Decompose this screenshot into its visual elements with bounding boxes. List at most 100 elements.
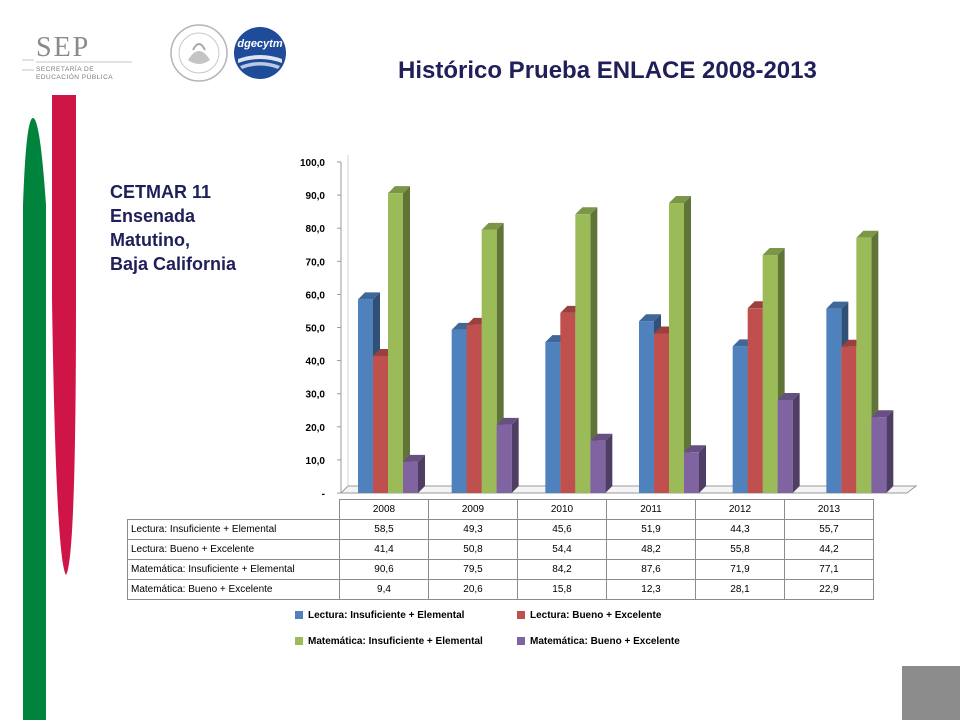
school-info: CETMAR 11 Ensenada Matutino, Baja Califo…: [110, 180, 270, 276]
table-cell: 90,6: [339, 559, 429, 580]
table-header-cell: 2010: [517, 499, 607, 520]
bar: [747, 308, 763, 493]
table-row-label: Matemática: Bueno + Excelente: [127, 579, 340, 600]
corner-block: [902, 666, 960, 720]
legend-item: Lectura: Insuficiente + Elemental: [295, 610, 464, 621]
chart-title: Histórico Prueba ENLACE 2008-2013: [398, 57, 817, 84]
bar: [560, 312, 576, 493]
bar: [856, 237, 872, 493]
table-header-cell: 2013: [784, 499, 874, 520]
mexico-seal-icon: [170, 24, 228, 82]
table-cell: 45,6: [517, 519, 607, 540]
bar-side: [418, 454, 425, 493]
sep-lines: [22, 59, 132, 71]
table-cell: 58,5: [339, 519, 429, 540]
bar-top: [590, 433, 613, 441]
dgecytm-logo-icon: [234, 27, 286, 79]
table-cell: 44,2: [784, 539, 874, 560]
bar-side: [684, 196, 691, 493]
table-cell: 79,5: [428, 559, 518, 580]
y-tick-label: 80,0: [306, 224, 326, 235]
y-tick-label: 90,0: [306, 191, 326, 202]
school-line-2: Ensenada: [110, 206, 196, 226]
bar-top: [496, 417, 519, 425]
legend-label: Matemática: Bueno + Excelente: [530, 636, 680, 647]
table-row: Matemática: Insuficiente + Elemental 90,…: [127, 559, 874, 580]
table-cell: 44,3: [695, 519, 785, 540]
bar: [841, 346, 857, 493]
table-cell: 20,6: [428, 579, 518, 600]
legend-label: Lectura: Insuficiente + Elemental: [308, 610, 465, 621]
sep-logo: [22, 30, 138, 82]
bar: [669, 203, 684, 493]
table-cell: 87,6: [606, 559, 696, 580]
bar-top: [669, 196, 691, 204]
bar: [590, 440, 606, 493]
y-tick-label: 40,0: [306, 357, 326, 368]
legend-swatch: [517, 611, 525, 620]
bar: [545, 342, 561, 493]
bar-top: [856, 230, 879, 238]
bar: [451, 329, 467, 493]
bar-top: [762, 248, 785, 256]
y-tick-label: 20,0: [306, 423, 326, 434]
table-header-cell: 2012: [695, 499, 785, 520]
bar-top: [575, 207, 598, 215]
bar-top: [777, 392, 800, 400]
legend-item: Lectura: Bueno + Excelente: [517, 610, 661, 621]
bar: [654, 333, 669, 493]
table-row: Matemática: Bueno + Excelente 9,4 20,6 1…: [127, 579, 874, 600]
bar-top: [388, 186, 410, 194]
y-tick-label: 100,0: [300, 158, 325, 169]
y-tick-label: 50,0: [306, 324, 326, 335]
y-tick-label: 70,0: [306, 257, 326, 268]
y-tick-label: 30,0: [306, 390, 326, 401]
school-line-3: Matutino,: [110, 230, 190, 250]
y-tick-label: 60,0: [306, 290, 326, 301]
table-cell: 84,2: [517, 559, 607, 580]
bar-side: [511, 417, 519, 493]
red-stripe: [52, 95, 76, 575]
bar-top: [403, 454, 425, 462]
table-header-cell: 2011: [606, 499, 696, 520]
legend-item: Matemática: Insuficiente + Elemental: [295, 636, 483, 647]
table-cell: 55,7: [784, 519, 874, 540]
table-cell: 51,9: [606, 519, 696, 540]
bar: [826, 308, 842, 493]
table-cell: 49,3: [428, 519, 518, 540]
bar-top: [639, 314, 661, 322]
table-cell: 22,9: [784, 579, 874, 600]
table-cell: 77,1: [784, 559, 874, 580]
table-header-cell: 2008: [339, 499, 429, 520]
dgecytm-mark: dgecytm: [237, 38, 283, 50]
bar-side: [792, 392, 800, 493]
bar: [684, 452, 699, 493]
bar-top: [358, 292, 380, 300]
bar: [496, 424, 512, 493]
bar-side: [605, 433, 613, 493]
bar: [403, 461, 418, 493]
bar-side: [403, 186, 410, 493]
school-line-4: Baja California: [110, 254, 237, 274]
table-row-label: Lectura: Insuficiente + Elemental: [127, 519, 340, 540]
bar-top: [684, 445, 706, 453]
table-cell: 12,3: [606, 579, 696, 600]
sep-mark: SEP: [36, 32, 91, 63]
legend-item: Matemática: Bueno + Excelente: [517, 636, 680, 647]
legend-swatch: [517, 637, 525, 646]
table-cell: 15,8: [517, 579, 607, 600]
bar: [481, 229, 497, 494]
sep-name: SECRETARÍA DE EDUCACIÓN PÚBLICA: [36, 66, 114, 81]
legend-swatch: [295, 611, 303, 620]
bar: [388, 193, 403, 493]
legend-label: Matemática: Insuficiente + Elemental: [308, 636, 483, 647]
table-cell: 50,8: [428, 539, 518, 560]
legend-label: Lectura: Bueno + Excelente: [530, 610, 662, 621]
green-stripe: [23, 118, 46, 720]
table-cell: 55,8: [695, 539, 785, 560]
y-tick-label: 10,0: [306, 456, 326, 467]
table-cell: 41,4: [339, 539, 429, 560]
bar: [762, 255, 778, 493]
